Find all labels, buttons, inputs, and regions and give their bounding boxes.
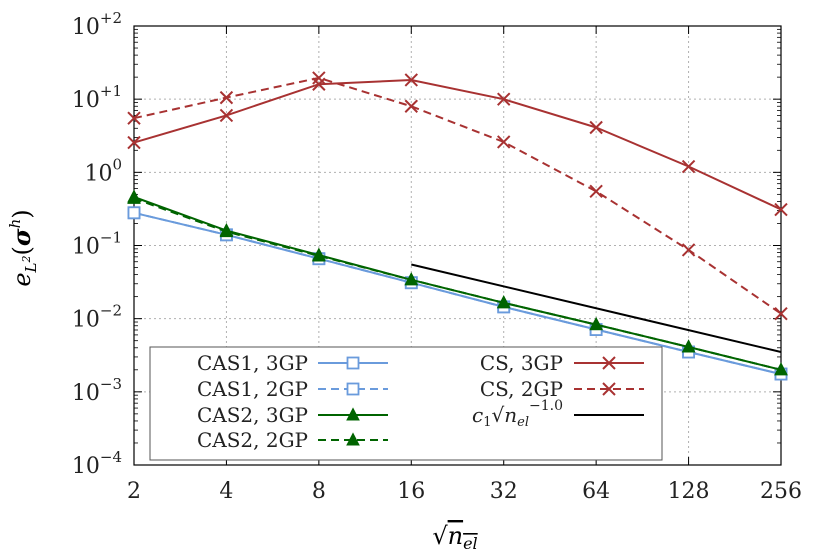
series-4: [127, 73, 788, 217]
legend-label: CS, 2GP: [480, 377, 563, 401]
legend-marker: [602, 382, 616, 396]
y-tick-label: 10−3: [72, 375, 122, 406]
legend-entry: CS, 2GP: [480, 377, 644, 401]
legend-entry: CS, 3GP: [480, 351, 644, 375]
series-line: [133, 197, 782, 371]
x-axis-label: √nel: [432, 522, 477, 553]
legend-label: CAS1, 2GP: [197, 377, 308, 401]
legend-label: CAS2, 2GP: [197, 428, 308, 452]
data-point: [312, 71, 326, 85]
data-point: [404, 99, 418, 113]
data-point: [681, 339, 696, 353]
legend-marker: [602, 356, 616, 370]
series-3: [127, 190, 788, 376]
data-point: [404, 272, 419, 286]
data-point: [681, 243, 696, 257]
data-point: [127, 135, 141, 150]
x-tick-label: 4: [219, 479, 233, 504]
legend-marker: [346, 382, 360, 396]
series-line: [133, 211, 782, 376]
data-point: [312, 77, 326, 91]
data-point: [774, 202, 788, 217]
legend-label: CS, 3GP: [480, 351, 563, 375]
data-point: [589, 120, 603, 135]
x-tick-label: 64: [582, 479, 610, 504]
data-point: [681, 159, 696, 174]
data-point: [312, 248, 326, 262]
y-tick-label: 10+2: [72, 9, 122, 40]
y-tick-label: 10−2: [72, 302, 122, 333]
series-5: [127, 71, 788, 321]
legend-entry: CAS2, 3GP: [197, 403, 388, 427]
legend-marker: [346, 407, 360, 421]
legend-label: CAS2, 3GP: [197, 403, 308, 427]
y-axis-label: eL2(σh): [6, 209, 40, 286]
legend-marker: [346, 432, 360, 446]
data-point: [219, 108, 234, 123]
data-point: [219, 223, 234, 238]
y-tick-label: 10+1: [72, 82, 122, 113]
x-tick-label: 2: [127, 479, 141, 504]
series-line: [411, 263, 782, 353]
x-tick-label: 128: [668, 479, 710, 504]
legend-label: c1√nel−1.0: [472, 398, 563, 430]
data-point: [219, 90, 234, 105]
data-point: [404, 73, 418, 87]
legend-label: CAS1, 3GP: [197, 351, 308, 375]
data-point: [497, 135, 511, 149]
ticks: 2 4 8 16 32 64 128 256 10−4 10−3 10−2 10−1 100 10+1 10…: [72, 9, 802, 504]
legend-entry: CAS1, 2GP: [197, 377, 388, 401]
x-tick-label: 16: [397, 479, 425, 504]
data-point: [774, 306, 788, 321]
series-line: [133, 76, 782, 315]
x-tick-label: 256: [760, 479, 802, 504]
data-point: [589, 317, 603, 331]
series-line: [133, 196, 782, 371]
y-tick-label: 10−4: [72, 448, 122, 479]
x-tick-label: 8: [312, 479, 326, 504]
legend-entry: CAS1, 3GP: [197, 351, 388, 375]
data-point: [127, 190, 141, 204]
y-tick-label: 100: [84, 155, 122, 186]
series-line: [133, 78, 782, 211]
data-point: [127, 206, 141, 220]
series-layer: [127, 71, 788, 381]
series-6: [411, 263, 782, 353]
legend-entry: CAS2, 2GP: [197, 428, 388, 452]
legend-entry: c1√nel−1.0: [472, 398, 644, 430]
legend-marker: [346, 356, 360, 370]
data-point: [496, 295, 511, 309]
data-point: [774, 362, 788, 376]
legend-box: [149, 346, 663, 461]
x-tick-label: 32: [490, 479, 518, 504]
data-point: [127, 111, 141, 125]
data-point: [497, 92, 511, 106]
y-tick-label: 10−1: [72, 229, 122, 260]
data-point: [589, 184, 603, 199]
